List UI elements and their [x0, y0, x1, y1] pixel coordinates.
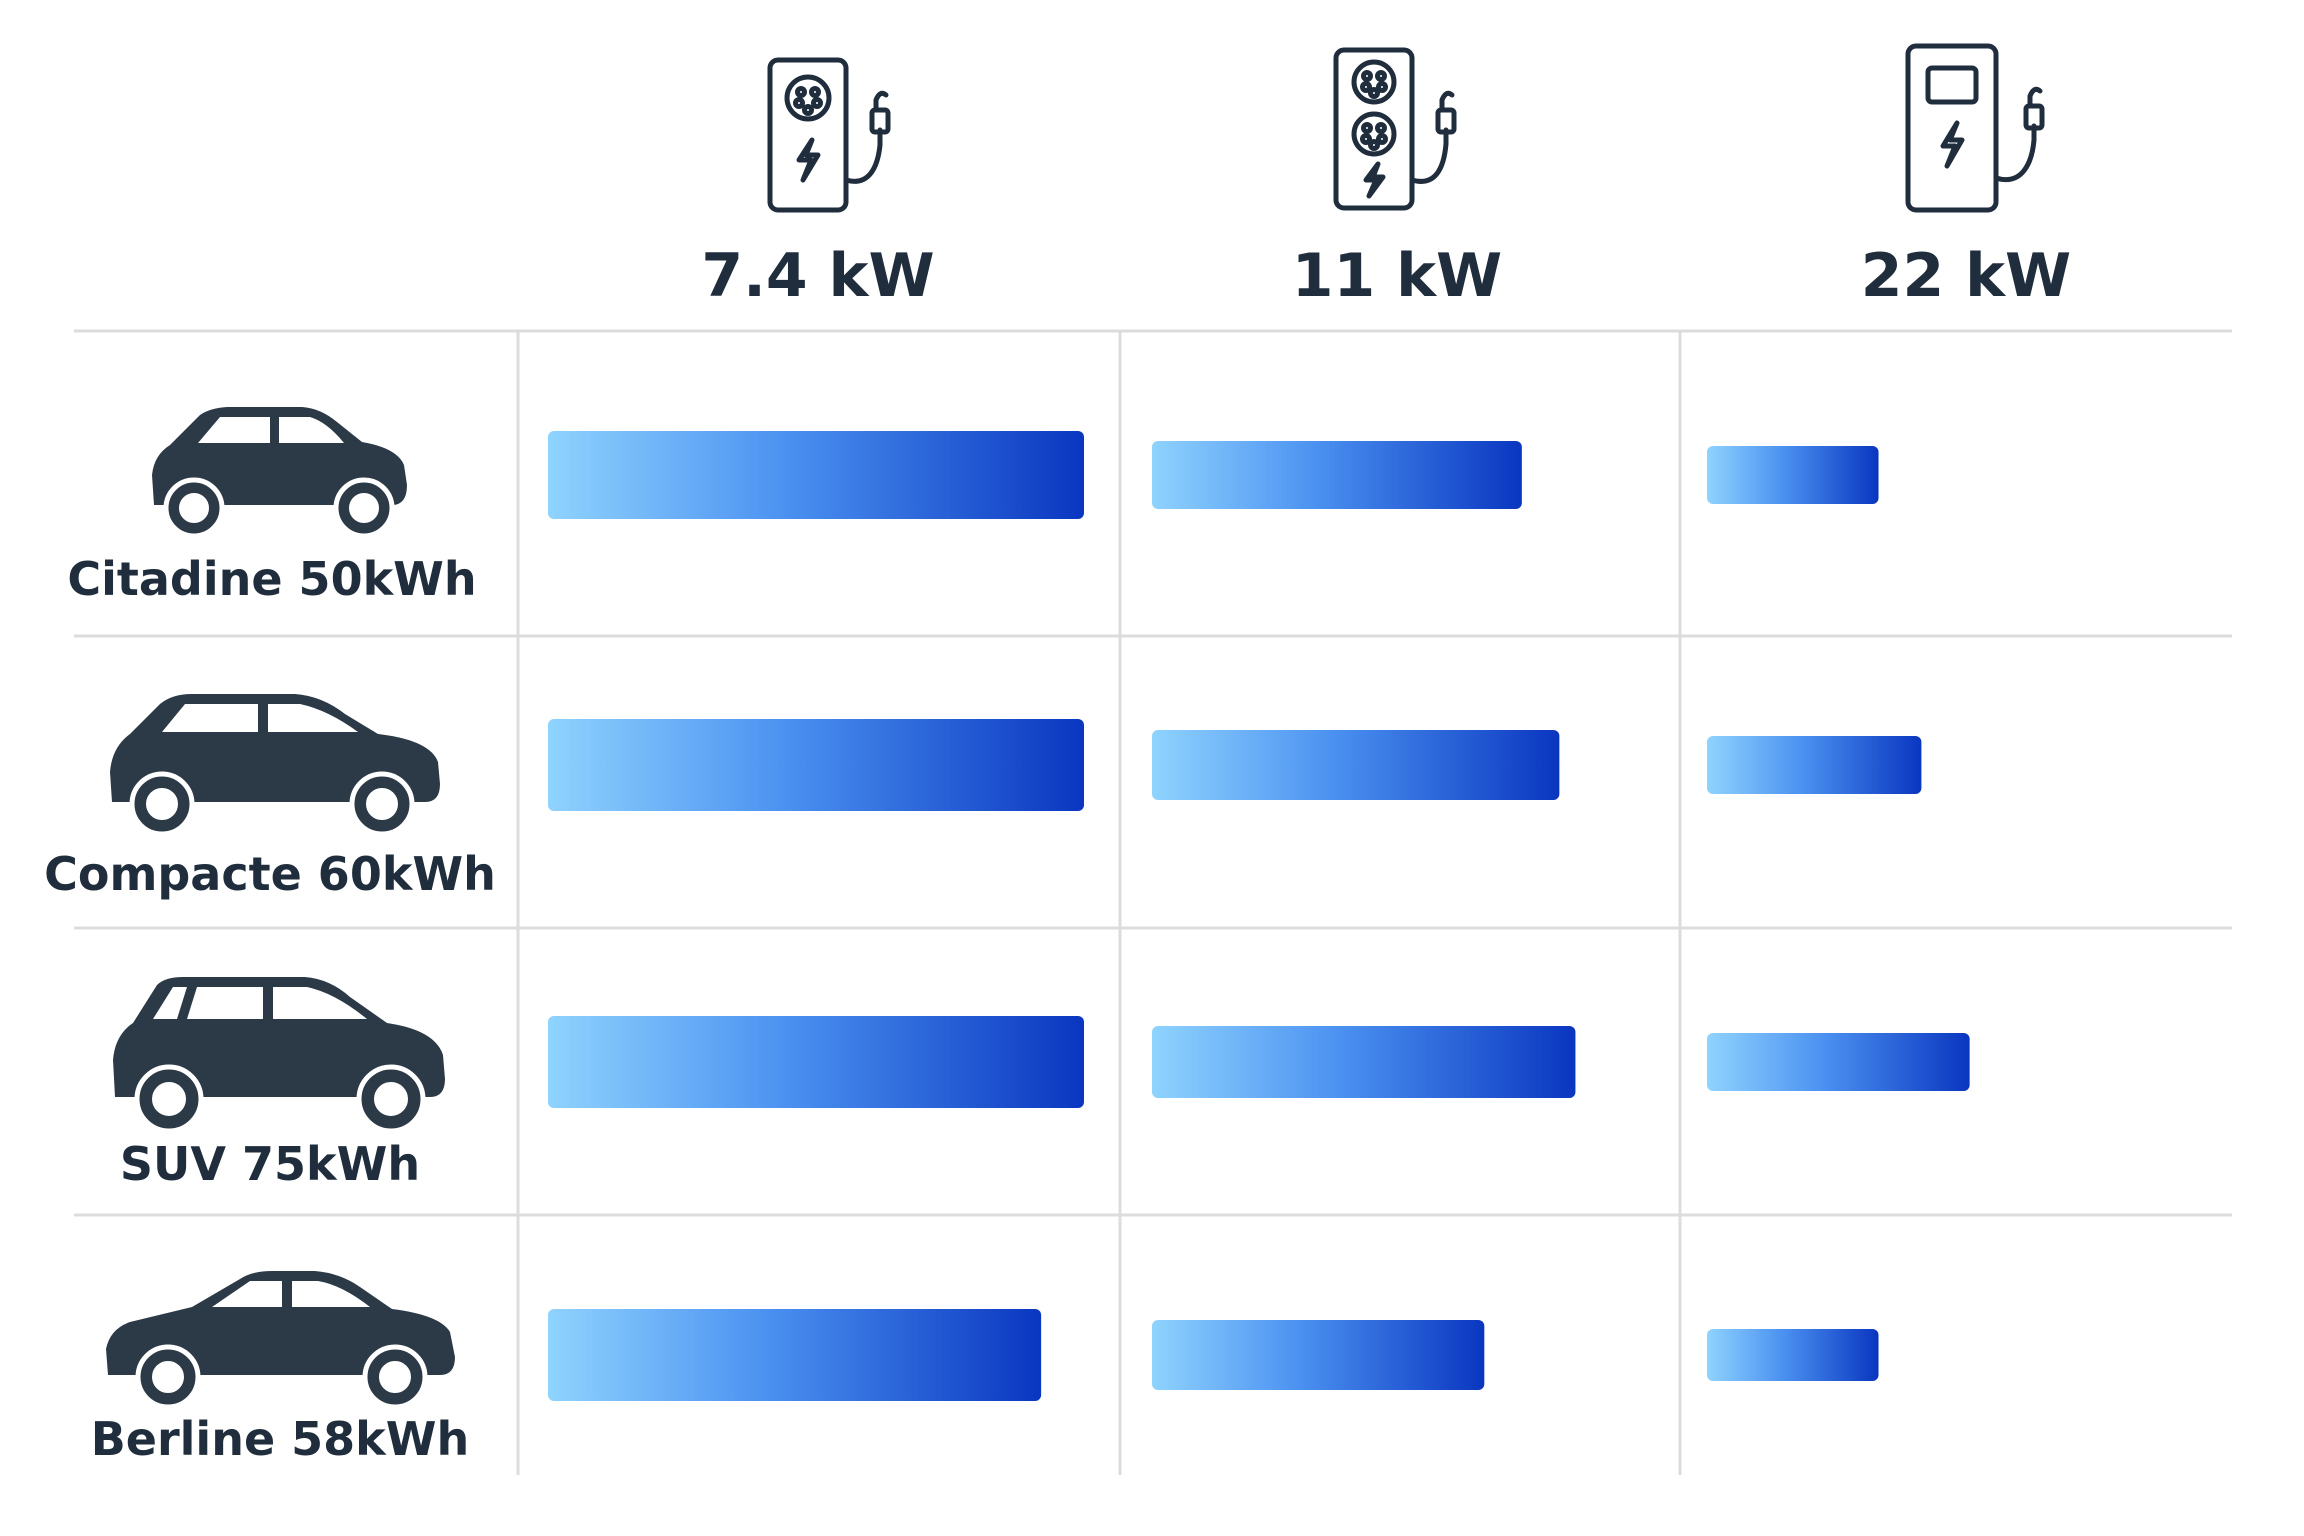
bar-row-2-22kw: [1707, 736, 1922, 794]
suv-car-icon: [113, 977, 445, 1131]
bar-row-1-7-4kw: [548, 431, 1084, 519]
column-label-7-4kw: 7.4 kW: [701, 241, 934, 311]
row-label-citadine: Citadine 50kWh: [67, 552, 476, 606]
bar-row-2-7-4kw: [548, 719, 1084, 811]
table-gridlines: [74, 329, 2232, 1475]
row-label-berline: Berline 58kWh: [91, 1412, 470, 1466]
compact-car-icon: [110, 694, 440, 834]
column-headers: 7.4 kW 11 kW 22 kW: [701, 46, 2071, 311]
bar-row-4-7-4kw: [548, 1309, 1042, 1401]
row-label-suv: SUV 75kWh: [120, 1137, 420, 1191]
bar-row-4-11kw: [1152, 1320, 1485, 1390]
single-socket-charger-icon: [770, 60, 888, 210]
bar-row-3-22kw: [1707, 1033, 1970, 1091]
bar-row-4-22kw: [1707, 1329, 1879, 1381]
sedan-car-icon: [106, 1271, 455, 1407]
bars: [548, 431, 1970, 1401]
dual-socket-charger-icon: [1336, 50, 1454, 208]
screen-charger-icon: [1908, 46, 2042, 210]
bar-row-3-7-4kw: [548, 1016, 1084, 1108]
column-label-11kw: 11 kW: [1292, 241, 1502, 311]
bar-row-2-11kw: [1152, 730, 1560, 800]
row-headers: Citadine 50kWh Compacte 60kWh SUV 75kWh …: [44, 407, 496, 1466]
hatchback-car-icon: [152, 407, 407, 536]
row-label-compacte: Compacte 60kWh: [44, 847, 496, 901]
bar-row-3-11kw: [1152, 1026, 1576, 1098]
bar-row-1-22kw: [1707, 446, 1879, 504]
bar-row-1-11kw: [1152, 441, 1522, 509]
column-label-22kw: 22 kW: [1861, 241, 2071, 311]
